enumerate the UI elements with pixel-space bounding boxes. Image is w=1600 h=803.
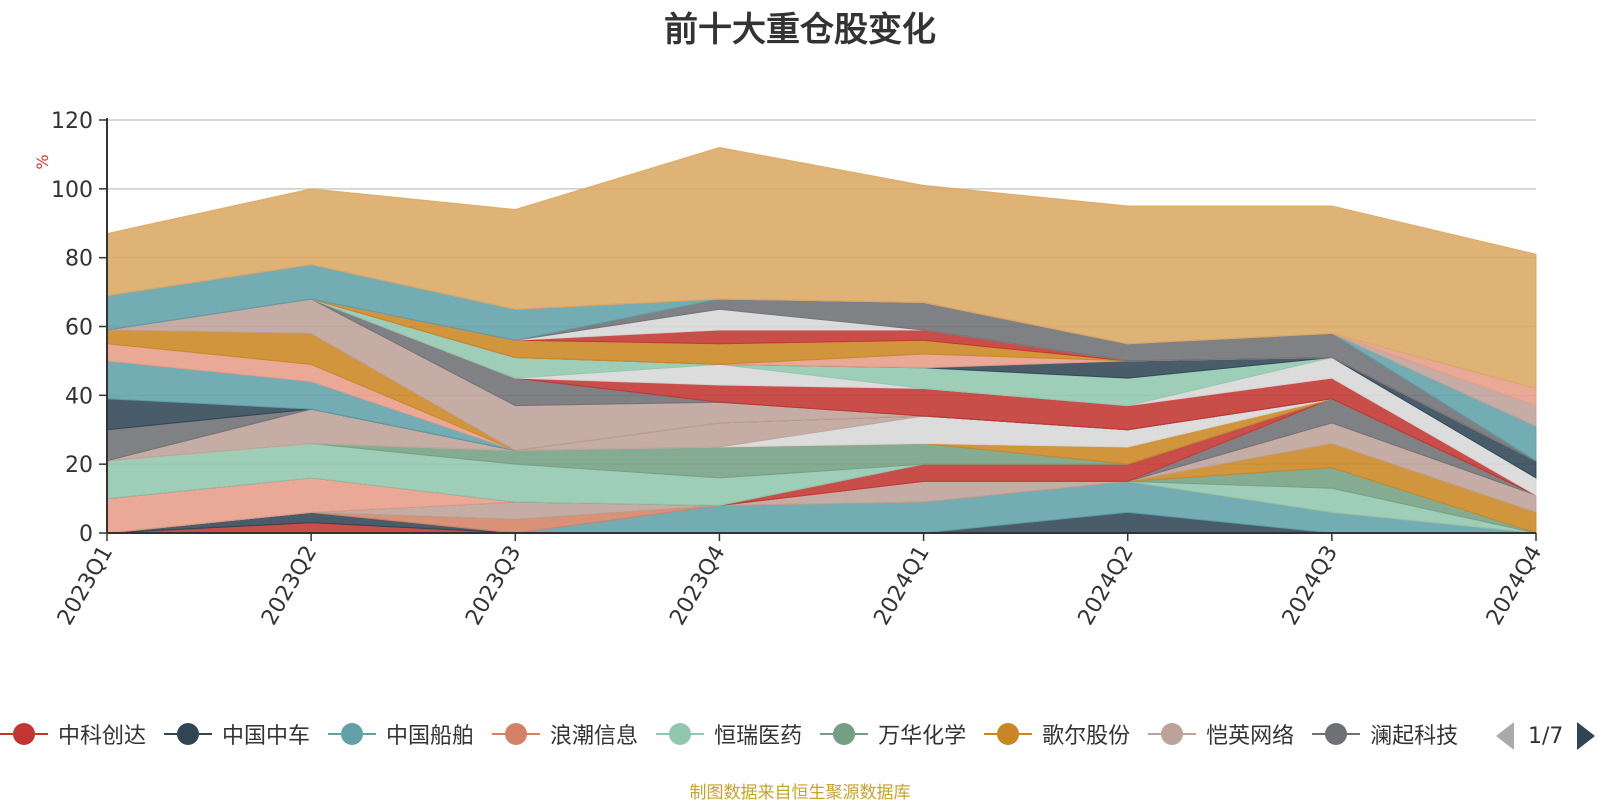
stacked-area-chart: 0 20 40 60 80 100 120 2023Q1 2023Q2 2023Q3 2023Q4 2…: [33, 109, 1547, 630]
legend-item[interactable]: 万华化学: [820, 712, 966, 756]
legend-label: 中科创达: [58, 724, 147, 749]
y-tick-label: 0: [79, 522, 93, 547]
legend-item[interactable]: 恒瑞医药: [656, 712, 802, 756]
legend: 中科创达 中国中车 中国船舶 浪潮信息 恒瑞医药 万华化学 歌尔股份 恺英网络 澜起科技: [0, 712, 1460, 756]
legend-item[interactable]: 中国中车: [164, 712, 310, 756]
legend-marker-icon: [984, 722, 1033, 746]
legend-item[interactable]: 恺英网络: [1148, 712, 1294, 756]
x-tick-label: 2024Q3: [1278, 542, 1343, 630]
legend-prev-page-icon[interactable]: [1496, 722, 1514, 750]
legend-label: 恒瑞医药: [714, 724, 803, 749]
legend-label: 歌尔股份: [1042, 724, 1131, 749]
legend-marker-icon: [1148, 722, 1197, 746]
x-tick-label: 2023Q1: [53, 542, 118, 630]
x-tick-label: 2023Q4: [665, 542, 730, 630]
data-source-note: 制图数据来自恒生聚源数据库: [689, 783, 911, 803]
x-tick-label: 2024Q2: [1074, 542, 1139, 630]
y-tick-label: 80: [65, 247, 93, 272]
area-layer-27: [106, 147, 1537, 390]
legend-marker-icon: [492, 722, 541, 746]
legend-label: 恺英网络: [1206, 724, 1295, 749]
legend-item[interactable]: 浪潮信息: [492, 712, 638, 756]
legend-marker-icon: [1312, 722, 1361, 746]
legend-item[interactable]: 歌尔股份: [984, 712, 1130, 756]
legend-marker-icon: [328, 722, 377, 746]
y-axis-unit-label: %: [33, 154, 52, 169]
legend-pager: 1/7: [1496, 716, 1596, 756]
legend-item[interactable]: 中国船舶: [328, 712, 474, 756]
y-tick-label: 120: [51, 109, 93, 134]
x-tick-label: 2023Q2: [257, 542, 322, 630]
legend-label: 万华化学: [878, 724, 967, 749]
legend-marker-icon: [164, 722, 213, 746]
x-tick-label: 2024Q1: [869, 542, 934, 630]
legend-label: 中国中车: [222, 724, 311, 749]
legend-item[interactable]: 中科创达: [0, 712, 146, 756]
legend-page-indicator: 1/7: [1528, 723, 1564, 749]
legend-next-page-icon[interactable]: [1577, 722, 1596, 750]
legend-label: 中国船舶: [386, 724, 475, 749]
chart-title: 前十大重仓股变化: [664, 10, 936, 50]
legend-item[interactable]: 澜起科技: [1312, 712, 1458, 756]
area-series: [106, 147, 1537, 534]
y-tick-label: 20: [65, 453, 93, 478]
legend-marker-icon: [656, 722, 705, 746]
y-tick-label: 100: [51, 178, 93, 203]
legend-marker-icon: [0, 722, 48, 746]
x-tick-label: 2023Q3: [461, 542, 526, 630]
legend-label: 澜起科技: [1370, 724, 1459, 749]
x-tick-label: 2024Q4: [1482, 542, 1547, 630]
legend-label: 浪潮信息: [550, 724, 639, 749]
y-tick-label: 60: [65, 316, 93, 341]
legend-marker-icon: [820, 722, 869, 746]
y-tick-label: 40: [65, 384, 93, 409]
